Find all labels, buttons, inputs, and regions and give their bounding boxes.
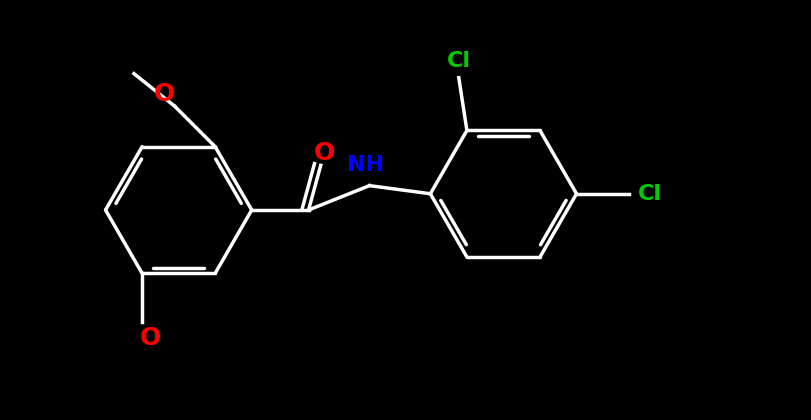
Text: NH: NH <box>346 155 384 175</box>
Text: Cl: Cl <box>446 52 470 71</box>
Text: Cl: Cl <box>637 184 661 204</box>
Text: O: O <box>139 326 161 350</box>
Text: O: O <box>154 82 175 106</box>
Text: O: O <box>314 141 335 165</box>
